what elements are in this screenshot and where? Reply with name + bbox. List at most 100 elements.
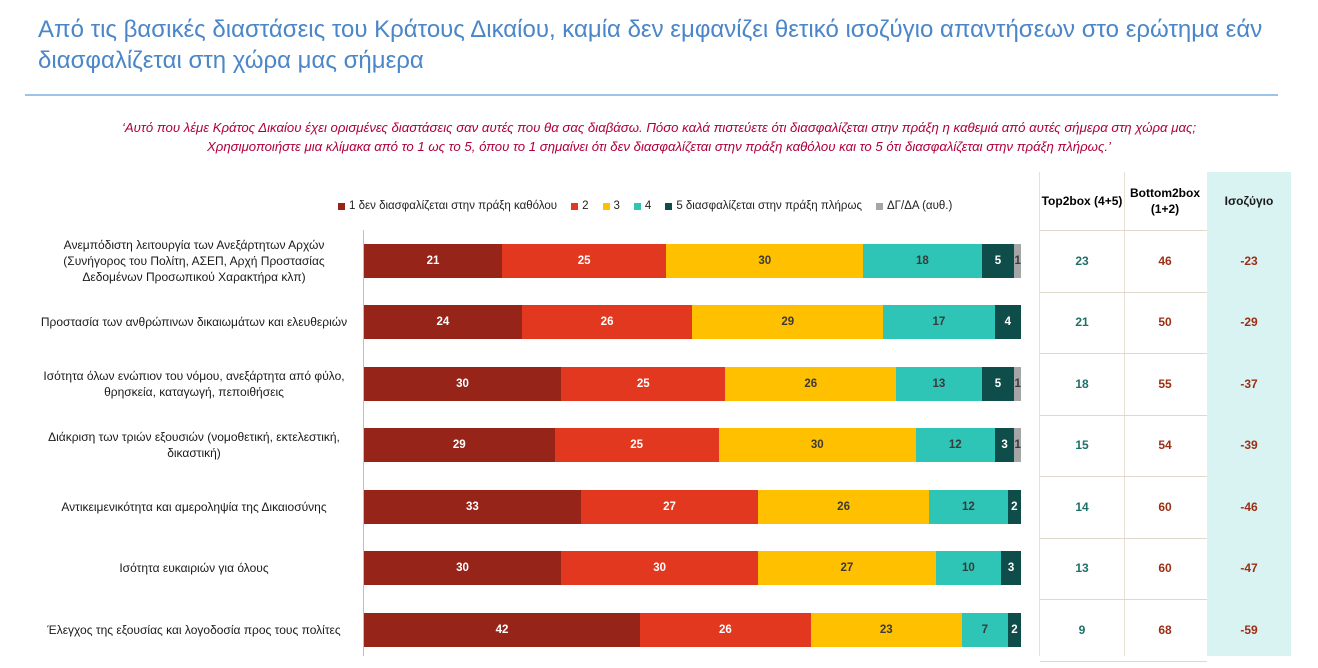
table-row-divider bbox=[1123, 291, 1207, 293]
bar-segment: 3 bbox=[1001, 551, 1021, 586]
chart-legend: 1 δεν διασφαλίζεται στην πράξη καθόλου 2 3… bbox=[338, 200, 966, 212]
title-divider bbox=[25, 94, 1278, 96]
bar-segment: 30 bbox=[364, 366, 562, 401]
bar-segment: 17 bbox=[883, 305, 995, 340]
bar-segment: 3 bbox=[994, 428, 1015, 463]
category-axis bbox=[363, 230, 364, 656]
bar-segment: 12 bbox=[915, 428, 995, 463]
table-row-divider bbox=[1123, 353, 1207, 354]
stacked-bar-row: 24 26 29 17 4 bbox=[364, 305, 1021, 340]
category-label: Έλεγχος της εξουσίας και λογοδοσία προς … bbox=[47, 622, 341, 637]
top2box-value: 13 bbox=[1075, 561, 1089, 575]
legend-label: 2 bbox=[582, 200, 589, 212]
bar-segment: 30 bbox=[561, 551, 759, 586]
category-label: Διάκριση των τριών εξουσιών (νομοθετική,… bbox=[48, 430, 340, 461]
legend-item-3: 3 bbox=[602, 200, 620, 212]
bar-segment: 1 bbox=[1014, 366, 1021, 401]
top2box-value: 21 bbox=[1075, 315, 1089, 329]
bar-segment: 7 bbox=[961, 612, 1008, 647]
bar-segment: 25 bbox=[554, 428, 719, 463]
balance-value: -47 bbox=[1240, 561, 1258, 575]
bar-segment: 24 bbox=[364, 305, 522, 340]
bottom2box-header: Bottom2box (1+2) bbox=[1130, 186, 1200, 216]
bar-segment: 2 bbox=[1007, 612, 1021, 647]
legend-label: ΔΓ/ΔΑ (αυθ.) bbox=[886, 200, 953, 212]
stacked-bar-row: 30 30 27 10 3 bbox=[364, 551, 1021, 586]
table-row-divider bbox=[1040, 599, 1124, 600]
bar-segment: 30 bbox=[364, 551, 562, 586]
bar-segment: 42 bbox=[364, 612, 640, 647]
bar-segment: 26 bbox=[725, 366, 897, 401]
balance-value: -59 bbox=[1240, 622, 1258, 637]
balance-value: -46 bbox=[1240, 499, 1258, 514]
legend-label: 5 διασφαλίζεται στην πράξη πλήρως bbox=[676, 200, 862, 212]
top2box-column: Top2box (4+5) 23 21 18 15 14 13 9 bbox=[1039, 172, 1125, 662]
balance-header: Ισοζύγιο bbox=[1224, 194, 1274, 208]
bar-segment: 25 bbox=[501, 243, 667, 278]
survey-question: ‘Αυτό που λέμε Κράτος Δικαίου έχει ορισμ… bbox=[0, 118, 1318, 156]
bar-segment: 21 bbox=[364, 243, 502, 278]
table-row-divider bbox=[1040, 353, 1124, 354]
bar-segment: 4 bbox=[994, 305, 1021, 340]
survey-question-line-2: Χρησιμοποιήστε μια κλίμακα από το 1 ως τ… bbox=[207, 139, 1111, 154]
category-label: Ισότητα όλων ενώπιον του νόμου, ανεξάρτη… bbox=[43, 368, 345, 399]
bar-segment: 29 bbox=[692, 305, 883, 340]
bar-segment: 25 bbox=[561, 366, 726, 401]
stacked-bar-row: 29 25 30 12 3 1 bbox=[364, 428, 1021, 463]
table-row-divider bbox=[1040, 660, 1124, 662]
bottom2box-column: Bottom2box (1+2) 46 50 55 54 60 60 68 bbox=[1123, 172, 1208, 662]
balance-value: -39 bbox=[1240, 438, 1258, 452]
legend-label: 4 bbox=[644, 200, 652, 212]
category-label: Ανεμπόδιστη λειτουργία των Ανεξάρτητων Α… bbox=[63, 237, 325, 284]
category-label: Ισότητα ευκαιριών για όλους bbox=[119, 561, 269, 576]
table-row-divider bbox=[1123, 414, 1207, 416]
legend-label: 3 bbox=[613, 200, 620, 212]
legend-item-2: 2 bbox=[571, 200, 589, 212]
bar-segment: 26 bbox=[758, 489, 929, 524]
balance-column: Ισοζύγιο -23 -29 -37 -39 -46 -47 -59 bbox=[1207, 172, 1291, 656]
top2box-value: 9 bbox=[1078, 622, 1086, 637]
table-row-divider bbox=[1040, 291, 1124, 293]
page-title: Από τις βασικές διαστάσεις του Κράτους Δ… bbox=[38, 16, 1263, 74]
top2box-value: 18 bbox=[1075, 376, 1089, 391]
table-row-divider bbox=[1040, 230, 1124, 231]
table-row-divider bbox=[1123, 476, 1207, 477]
legend-item-1: 1 δεν διασφαλίζεται στην πράξη καθόλου bbox=[338, 200, 557, 212]
category-label: Προστασία των ανθρώπινων δικαιωμάτων και… bbox=[40, 315, 348, 330]
bottom2box-value: 60 bbox=[1158, 561, 1172, 575]
stacked-bar-row: 30 25 26 13 5 1 bbox=[364, 366, 1021, 401]
top2box-value: 15 bbox=[1075, 438, 1089, 452]
table-row-divider bbox=[1040, 476, 1124, 477]
balance-value: -29 bbox=[1240, 315, 1258, 329]
bar-segment: 23 bbox=[810, 612, 962, 647]
balance-value: -37 bbox=[1240, 376, 1258, 391]
bar-segment: 33 bbox=[364, 489, 581, 524]
category-label: Αντικειμενικότητα και αμεροληψία της Δικ… bbox=[61, 499, 327, 514]
table-row-divider bbox=[1123, 599, 1207, 600]
bar-segment: 2 bbox=[1007, 489, 1021, 524]
top2box-value: 14 bbox=[1075, 499, 1089, 514]
bar-segment: 10 bbox=[935, 551, 1002, 586]
bottom2box-value: 54 bbox=[1158, 438, 1172, 452]
bottom2box-value: 50 bbox=[1158, 315, 1172, 329]
bar-segment: 26 bbox=[521, 305, 693, 340]
bar-segment: 5 bbox=[981, 243, 1015, 278]
stacked-bar-row: 21 25 30 18 5 1 bbox=[364, 243, 1021, 278]
bar-segment: 12 bbox=[928, 489, 1008, 524]
top2box-value: 23 bbox=[1075, 253, 1089, 268]
bar-segment: 30 bbox=[666, 243, 864, 278]
legend-swatch bbox=[633, 202, 641, 210]
table-row-divider bbox=[1040, 537, 1124, 539]
top2box-header: Top2box (4+5) bbox=[1041, 194, 1123, 208]
bottom2box-value: 68 bbox=[1158, 622, 1172, 637]
legend-swatch bbox=[571, 202, 579, 210]
legend-label: 1 δεν διασφαλίζεται στην πράξη καθόλου bbox=[349, 200, 558, 212]
balance-value: -23 bbox=[1240, 253, 1258, 268]
bar-segment: 27 bbox=[580, 489, 759, 524]
bar-segment: 30 bbox=[718, 428, 916, 463]
bottom2box-value: 46 bbox=[1158, 253, 1172, 268]
stacked-bar-row: 33 27 26 12 2 bbox=[364, 489, 1021, 524]
bar-segment: 27 bbox=[758, 551, 936, 586]
legend-item-6: ΔΓ/ΔΑ (αυθ.) bbox=[875, 200, 953, 212]
table-row-divider bbox=[1123, 230, 1207, 231]
